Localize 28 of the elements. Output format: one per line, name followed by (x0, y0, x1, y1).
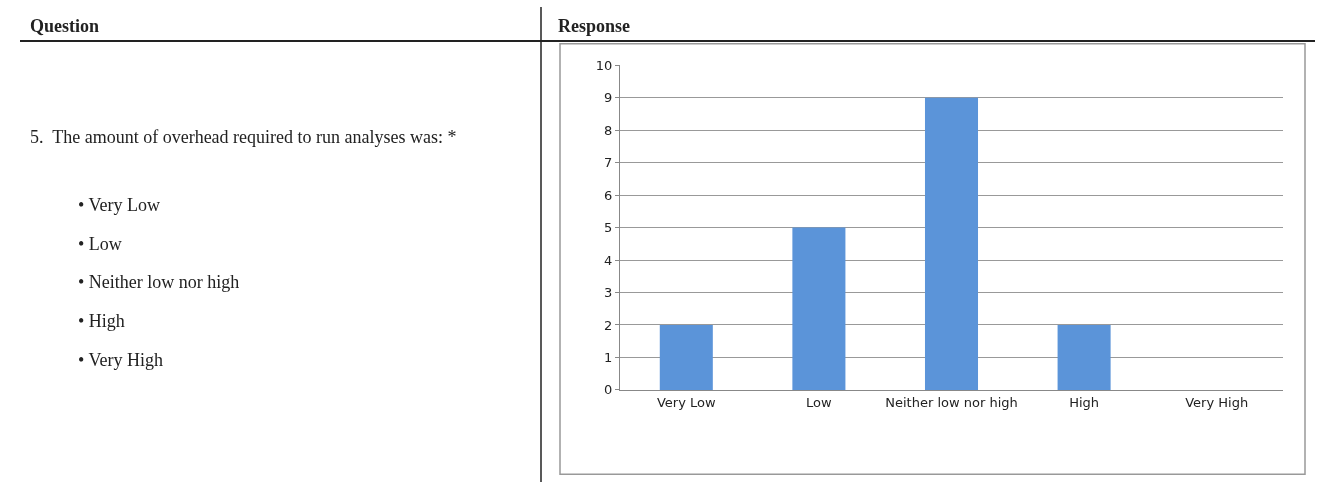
text: 5. The amount of overhead required to run analyses was: * (30, 127, 457, 147)
text: • Very High (78, 350, 163, 370)
y-tick-label: 0 (604, 382, 613, 398)
y-tick-label: 3 (604, 285, 613, 301)
y-tick-label: 6 (604, 187, 613, 203)
x-tick-label: High (1069, 394, 1100, 410)
y-tick-label: 1 (604, 349, 613, 365)
y-tick-label: 8 (604, 122, 613, 138)
y-tick-label: 9 (604, 90, 613, 106)
y-tick-label: 4 (604, 252, 613, 268)
x-tick-label: Very Low (656, 394, 716, 410)
y-tick-label: 7 (604, 155, 613, 171)
y-tick-label: 2 (604, 317, 613, 333)
y-tick-label: 10 (595, 57, 613, 73)
x-tick-label: Very High (1185, 394, 1249, 410)
text: Response (558, 16, 631, 36)
text: • Very Low (78, 195, 160, 215)
x-tick-label: Neither low nor high (885, 394, 1018, 410)
bar (659, 324, 713, 390)
bar (792, 227, 846, 390)
text: Question (30, 16, 100, 36)
text: • Neither low nor high (78, 272, 240, 292)
y-tick-label: 5 (604, 220, 613, 236)
bar (1057, 324, 1111, 390)
x-tick-label: Low (806, 394, 833, 410)
bar (924, 97, 979, 390)
text: • Low (78, 234, 122, 254)
text: • High (78, 311, 125, 331)
